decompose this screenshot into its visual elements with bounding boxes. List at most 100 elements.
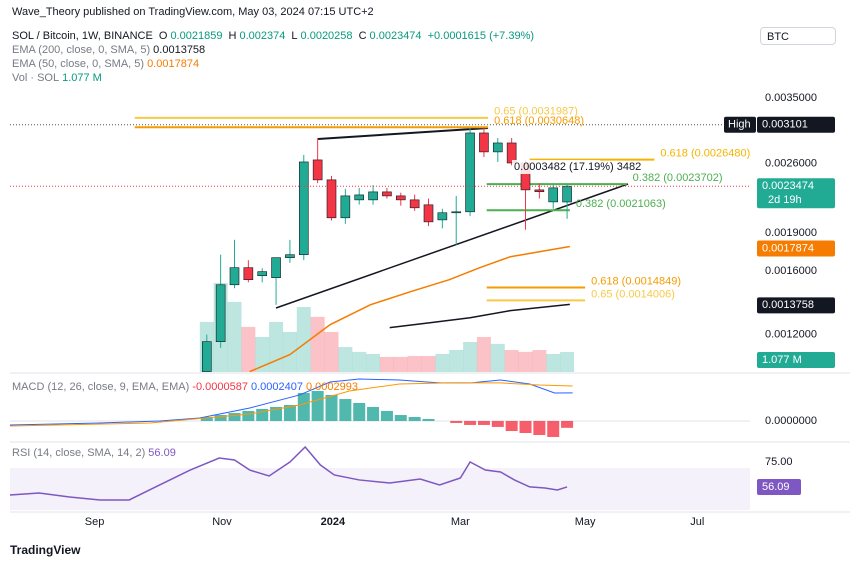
x-tick-label: 2024 xyxy=(321,516,346,528)
trendline xyxy=(317,127,489,140)
fib-label: 0.65 (0.0031987) xyxy=(494,106,578,118)
volume-bar xyxy=(449,350,464,372)
macd-histogram xyxy=(242,410,255,421)
x-tick-label: Nov xyxy=(212,516,232,528)
volume-badge-bg xyxy=(757,351,835,368)
measure-label: 0.0003482 (17.19%) 3482 xyxy=(514,161,641,173)
candle-body xyxy=(465,132,475,213)
footer-logo: TradingView xyxy=(10,543,81,557)
macd-histogram xyxy=(561,420,574,428)
ema200-name: EMA (200, close, 0, SMA, 5) xyxy=(12,44,151,56)
volume-bar xyxy=(269,321,284,372)
currency-button[interactable]: BTC xyxy=(760,27,836,45)
candle-body xyxy=(229,267,240,286)
candle-body xyxy=(298,161,309,256)
macd-histogram xyxy=(394,415,407,421)
y-tick-label: 0.0016000 xyxy=(765,265,817,277)
macd-histogram xyxy=(270,406,283,421)
candle-body xyxy=(534,189,545,193)
legend-ema50: EMA (50, close, 0, SMA, 5) 0.0017874 xyxy=(12,58,202,70)
legend-volume: Vol · SOL 1.077 M xyxy=(12,72,105,84)
volume-bar xyxy=(338,347,353,372)
macd-histogram xyxy=(325,394,338,421)
x-tick-label: Mar xyxy=(451,516,470,528)
candle-body xyxy=(243,267,254,280)
symbol-title: SOL / Bitcoin, 1W, BINANCE xyxy=(12,30,153,42)
price-badge: 0.0023474 xyxy=(762,180,814,192)
candle-body xyxy=(548,187,559,203)
volume-bar xyxy=(435,353,450,372)
volume-bar xyxy=(407,355,422,372)
fib-label: 0.618 (0.0014849) xyxy=(591,275,681,287)
macd-histogram xyxy=(422,418,435,421)
candle-body xyxy=(479,132,489,153)
volume-bar xyxy=(213,282,228,372)
open-value: 0.0021859 xyxy=(170,30,223,42)
candle-body xyxy=(423,204,434,223)
candle-body xyxy=(562,185,572,203)
legend-macd: MACD (12, 26, close, 9, EMA, EMA) -0.0000… xyxy=(12,381,361,393)
rsi-name: RSI (14, close, SMA, 14, 2) xyxy=(12,447,146,459)
macd-hist-value: -0.0000587 xyxy=(192,381,248,393)
legend-rsi: RSI (14, close, SMA, 14, 2) 56.09 xyxy=(12,447,179,459)
volume-bar xyxy=(366,353,381,372)
candle-body xyxy=(354,194,365,201)
macd-name: MACD (12, 26, close, 9, EMA, EMA) xyxy=(12,381,190,393)
published-line: Wave_Theory published on TradingView.com… xyxy=(12,6,377,18)
x-tick-label: Sep xyxy=(85,516,105,528)
rsi-badge: 56.09 xyxy=(762,481,790,493)
volume-bar xyxy=(393,356,408,372)
ema50-name: EMA (50, close, 0, SMA, 5) xyxy=(12,58,145,70)
macd-histogram xyxy=(380,410,393,421)
published: Wave_Theory published on TradingView.com… xyxy=(12,6,374,18)
high-price: 0.003101 xyxy=(762,119,808,131)
macd-histogram xyxy=(491,420,504,427)
high-price-bg xyxy=(757,116,835,133)
trendline xyxy=(275,183,629,309)
macd-histogram xyxy=(311,390,324,421)
macd-histogram xyxy=(519,420,532,433)
rsi-value: 56.09 xyxy=(148,447,176,459)
volume-bar xyxy=(324,331,339,372)
macd-histogram xyxy=(464,420,477,425)
rsi-band xyxy=(10,468,750,510)
vol-value: 1.077 M xyxy=(62,72,102,84)
y-tick-label: 0.0019000 xyxy=(765,227,817,239)
volume-bar xyxy=(310,316,325,372)
volume-bar xyxy=(241,326,256,372)
candle-body xyxy=(271,257,281,278)
macd-histogram xyxy=(477,420,490,425)
candle-body xyxy=(382,191,392,197)
x-tick-label: May xyxy=(575,516,596,528)
candle-body xyxy=(326,179,337,219)
candle-body xyxy=(395,195,406,201)
macd-histogram xyxy=(200,417,213,421)
y-tick-label: 0.0012000 xyxy=(765,328,817,340)
volume-bar xyxy=(421,355,436,372)
candle-body xyxy=(257,271,268,277)
volume-bar xyxy=(490,343,505,372)
measure-box xyxy=(512,160,600,174)
o-label: O xyxy=(158,30,168,42)
change: +0.0001615 (+7.39%) xyxy=(427,30,535,42)
ema200-badge: 0.0013758 xyxy=(762,299,814,311)
ema50-badge: 0.0017874 xyxy=(762,242,814,254)
ema50-badge-bg xyxy=(757,240,835,257)
ema200-badge-bg xyxy=(757,297,835,314)
macd-histogram xyxy=(367,406,380,421)
fib-label: 0.618 (0.0030648) xyxy=(494,115,584,127)
fib-label: 0.382 (0.0023702) xyxy=(633,172,723,184)
volume-bar xyxy=(379,356,394,372)
low-value: 0.0020258 xyxy=(300,30,353,42)
candle-body xyxy=(368,191,378,201)
h-label: H xyxy=(228,30,237,42)
close-value: 0.0023474 xyxy=(369,30,422,42)
price-badge-bg xyxy=(757,178,835,209)
candle-body xyxy=(409,199,420,209)
fib-label: 0.382 (0.0021063) xyxy=(576,198,666,210)
candle-body xyxy=(201,341,212,372)
macd-histogram xyxy=(547,420,560,437)
candle-body xyxy=(340,195,351,219)
x-tick-label: Jul xyxy=(690,516,704,528)
